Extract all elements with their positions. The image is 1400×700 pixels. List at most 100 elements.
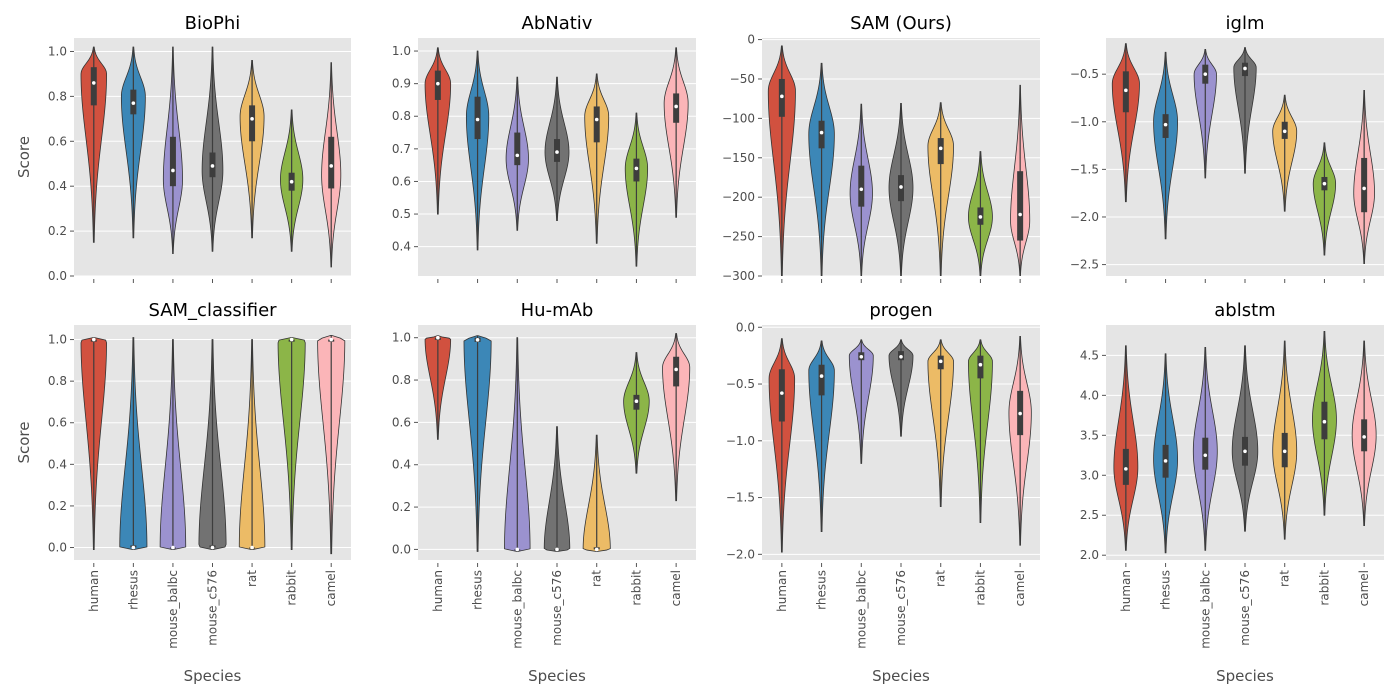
violin-rabbit-median [1322,181,1327,186]
violin-human-median [436,335,440,340]
y-tick-label: −2.0 [726,547,755,561]
panel-abnativ: 0.4 0.5 0.6 0.7 0.8 0.9 1.0 AbNativ [392,13,696,283]
violin-camel-box [328,136,335,189]
y-tick-label: 1.0 [48,333,67,347]
x-tick-label: mouse_c576 [550,570,564,646]
violin-rabbit-median [634,166,639,171]
violin-mouse-c576-median [1243,449,1247,454]
violin-rat-box [249,105,256,142]
x-tick-label: rat [1278,570,1292,587]
y-tick-label: 0.4 [392,458,411,472]
violin-mouse-balbc-median [859,187,864,192]
y-tick-label: 0.9 [392,77,411,91]
y-tick-label: 0.2 [48,224,67,238]
violins [1113,330,1377,554]
x-tick-label: rabbit [1317,570,1331,606]
violin-human-median [780,391,784,395]
y-tick-label: 0.0 [48,269,67,283]
x-axis-label: Species [528,667,586,685]
x-tick-label: mouse_c576 [206,570,220,646]
y-tick-label: −150 [722,151,755,165]
panel-hu-mab: 0.0 0.2 0.4 0.6 0.8 1.0 Hu-mAb Species human rhes… [392,300,696,685]
violin-mouse-balbc-box [169,136,176,187]
violins [424,47,689,267]
violin-rat-median [1282,449,1287,454]
violin-rat-box [937,138,944,165]
violin-human-median [436,81,440,86]
y-tick-label: 0 [747,33,755,47]
y-tick-label: 0.4 [392,240,411,254]
x-tick-label: rhesus [815,570,829,610]
panel-progen: −2.0 −1.5 −1.0 −0.5 0.0 progen Species human rhe… [726,300,1040,685]
y-tick-label: −1.5 [726,491,755,505]
y-tick-label: 4.0 [1080,388,1099,402]
x-tick-label: human [87,570,101,612]
x-tick-label: camel [1013,570,1027,606]
x-tick-label: rat [245,570,259,587]
y-tick-label: 0.2 [392,500,411,514]
violin-rhesus-median [1163,122,1168,127]
violin-mouse-c576-median [899,354,903,359]
x-tick-label: mouse_c576 [894,570,908,646]
panel-sam-classifier: 0.0 0.2 0.4 0.6 0.8 1.0 SAM_classifier Score Spe… [15,300,351,685]
x-axis-label: Species [872,667,930,685]
x-tick-label: rhesus [1159,570,1173,610]
y-tick-label: 0.6 [48,416,67,430]
x-axis-label: Species [1216,667,1274,685]
x-tick-label: mouse_balbc [166,570,180,649]
violin-human-box [1122,448,1129,485]
violins [80,46,342,268]
violin-camel-median [1018,411,1022,416]
violin-human-box [90,67,97,106]
y-tick-label: 0.4 [48,179,67,193]
violin-rat-median [938,146,943,151]
y-tick-label: 0.0 [48,541,67,555]
x-tick-label: mouse_c576 [1238,570,1252,646]
y-tick-label: 0.6 [48,134,67,148]
x-tick-label: human [775,570,789,612]
y-tick-label: 0.0 [736,320,755,334]
violin-mouse-c576-median [210,164,215,168]
violin-mouse-c576-median [1243,66,1247,71]
violin-rhesus-median [131,545,136,550]
violins [767,45,1031,276]
violins [80,335,346,555]
y-tick-label: 2.0 [1080,548,1099,562]
x-tick-label: rabbit [973,570,987,606]
violin-camel-median [1362,435,1366,439]
y-tick-label: 0.5 [392,207,411,221]
violin-mouse-balbc-box [514,132,521,166]
violin-rabbit-median [634,399,639,404]
y-tick-label: 0.6 [392,174,411,188]
violin-camel-median [674,367,678,372]
panel-biophi: 0.0 0.2 0.4 0.6 0.8 1.0 BioPhi Score [15,13,351,283]
x-tick-label: camel [324,570,338,606]
violin-rabbit-box [977,355,984,379]
violin-rat-median [938,359,943,364]
violin-rhesus-median [131,101,136,105]
x-tick-label: mouse_balbc [510,570,524,649]
violin-rat-median [1282,129,1287,134]
x-tick-label: camel [669,570,683,606]
violin-rabbit-median [978,362,983,367]
violin-rabbit-median [978,215,983,219]
violin-mouse-c576-median [555,547,559,552]
violin-rabbit-median [289,337,294,342]
y-tick-label: 0.7 [392,142,411,156]
violin-rhesus-box [818,120,825,149]
panel-title: SAM (Ours) [850,13,952,34]
violin-camel-box [1017,171,1024,241]
violin-rat-box [593,106,600,143]
y-axis-label: Score [15,421,33,463]
violin-rhesus-median [475,117,480,122]
x-tick-label: human [1119,570,1133,612]
violins [768,335,1032,553]
violin-human-median [1124,88,1128,93]
y-tick-label: −1.5 [1070,162,1099,176]
violin-mouse-balbc-box [858,165,865,207]
y-tick-label: 0.4 [48,457,67,471]
y-tick-label: −0.5 [726,377,755,391]
y-tick-label: −2.5 [1070,258,1099,272]
panel-title: SAM_classifier [148,300,277,321]
y-tick-label: 4.5 [1080,348,1099,362]
